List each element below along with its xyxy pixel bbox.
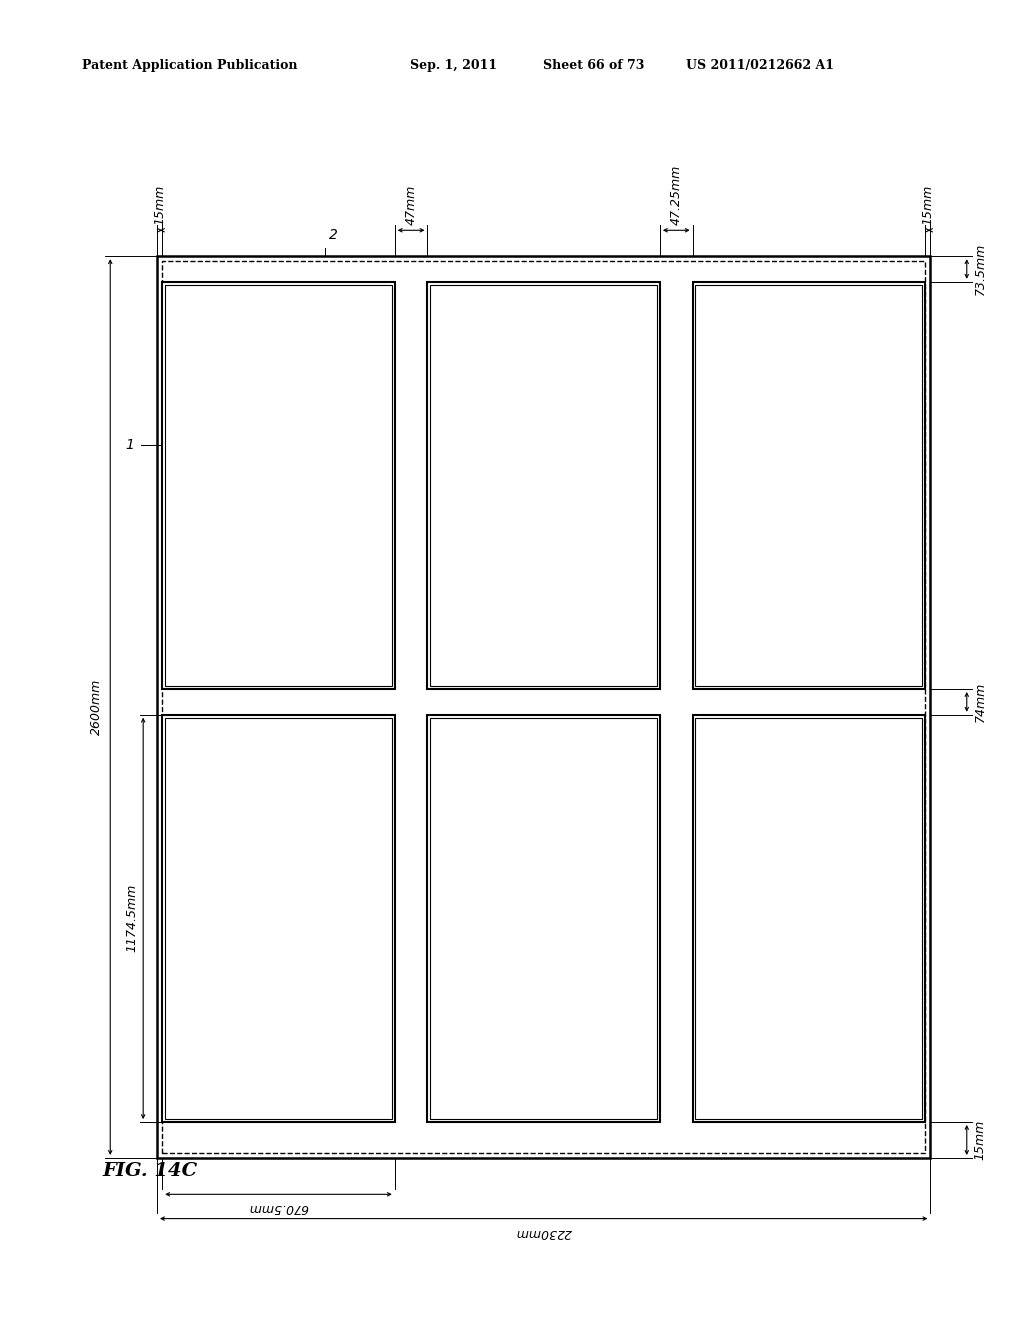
Text: Sheet 66 of 73: Sheet 66 of 73	[543, 59, 644, 73]
Text: 47.25mm: 47.25mm	[670, 165, 683, 226]
Text: 2600mm: 2600mm	[90, 678, 103, 735]
Bar	[430, 285, 657, 686]
Bar	[165, 285, 392, 686]
Text: 1: 1	[126, 438, 134, 451]
Bar	[427, 281, 659, 689]
Text: FIG. 14C: FIG. 14C	[102, 1162, 198, 1180]
Text: 15mm: 15mm	[922, 185, 934, 226]
Bar	[162, 281, 395, 689]
Bar	[430, 718, 657, 1119]
Bar	[692, 714, 925, 1122]
Text: US 2011/0212662 A1: US 2011/0212662 A1	[686, 59, 835, 73]
Bar	[162, 714, 395, 1122]
Text: 47mm: 47mm	[404, 185, 418, 226]
Bar	[695, 718, 923, 1119]
Text: 1174.5mm: 1174.5mm	[125, 884, 138, 953]
Text: 2: 2	[329, 228, 337, 243]
Text: Sep. 1, 2011: Sep. 1, 2011	[410, 59, 497, 73]
Bar	[157, 256, 931, 1158]
Bar	[695, 285, 923, 686]
Text: 73.5mm: 73.5mm	[974, 243, 987, 296]
Text: 2230mm: 2230mm	[516, 1225, 571, 1238]
Text: 670.5mm: 670.5mm	[249, 1201, 308, 1214]
Text: 15mm: 15mm	[154, 185, 166, 226]
Text: Patent Application Publication: Patent Application Publication	[82, 59, 297, 73]
Bar	[165, 718, 392, 1119]
Bar	[427, 714, 659, 1122]
Text: 74mm: 74mm	[974, 681, 987, 722]
Text: 15mm: 15mm	[974, 1119, 987, 1160]
Bar	[692, 281, 925, 689]
Bar	[162, 261, 925, 1152]
